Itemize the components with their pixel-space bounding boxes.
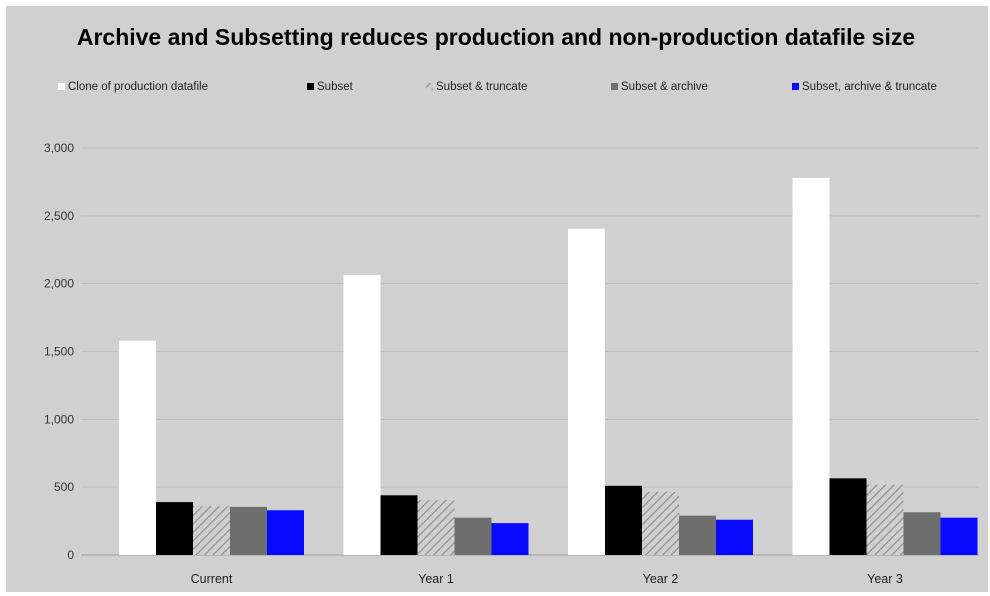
legend-label: Subset & truncate: [436, 81, 527, 93]
bar: [679, 515, 716, 555]
bar: [605, 485, 642, 555]
bar-group: [568, 228, 753, 555]
legend-label: Subset: [317, 81, 354, 93]
legend-swatch: [426, 83, 433, 90]
legend-label: Subset, archive & truncate: [802, 81, 937, 93]
legend-swatch: [792, 83, 799, 90]
bar-group: [119, 340, 304, 555]
bar: [417, 500, 455, 555]
chart-area: Archive and Subsetting reduces productio…: [6, 6, 988, 592]
gridlines: [81, 147, 979, 556]
bar: [156, 502, 193, 555]
chart-svg: Archive and Subsetting reduces productio…: [44, 24, 979, 586]
x-category-label: Year 1: [418, 572, 454, 586]
x-category-label: Year 3: [867, 572, 903, 586]
bar: [903, 512, 941, 555]
bar: [716, 519, 753, 555]
bar: [568, 228, 605, 555]
bar: [454, 517, 492, 555]
bar: [230, 506, 267, 555]
bar: [193, 506, 230, 555]
bar: [642, 491, 679, 555]
y-tick-label: 3,000: [44, 141, 74, 155]
legend-item: Subset: [307, 81, 354, 93]
bar: [829, 478, 867, 555]
y-tick-label: 500: [54, 480, 74, 494]
bar: [940, 517, 978, 555]
bar: [119, 340, 156, 555]
bar: [267, 510, 304, 555]
legend-label: Clone of production datafile: [68, 81, 208, 93]
bar: [792, 177, 830, 555]
y-tick-label: 0: [67, 548, 74, 562]
y-tick-label: 1,500: [44, 345, 74, 359]
y-tick-label: 1,000: [44, 412, 74, 426]
y-tick-label: 2,500: [44, 209, 74, 223]
legend-item: Subset & truncate: [426, 81, 527, 93]
chart-title: Archive and Subsetting reduces productio…: [77, 24, 915, 50]
bar: [380, 495, 418, 555]
bar: [343, 274, 381, 555]
legend-item: Subset, archive & truncate: [792, 81, 937, 93]
y-tick-label: 2,000: [44, 277, 74, 291]
bar: [491, 523, 529, 555]
legend-label: Subset & archive: [621, 81, 708, 93]
x-category-label: Year 2: [643, 572, 679, 586]
legend-swatch: [307, 83, 314, 90]
legend-swatch: [58, 83, 65, 90]
legend-swatch: [611, 83, 618, 90]
y-axis: 0 500 1,000 1,500 2,000 2,500 3,000: [44, 141, 74, 562]
legend: Clone of production datafile Subset Subset…: [58, 81, 937, 93]
bar-group: [792, 177, 978, 555]
bars: [119, 177, 978, 555]
legend-item: Subset & archive: [611, 81, 708, 93]
bar: [866, 484, 904, 555]
x-category-label: Current: [191, 572, 233, 586]
legend-item: Clone of production datafile: [58, 81, 208, 93]
x-axis: Current Year 1 Year 2 Year 3: [191, 572, 903, 586]
bar-group: [343, 274, 529, 555]
